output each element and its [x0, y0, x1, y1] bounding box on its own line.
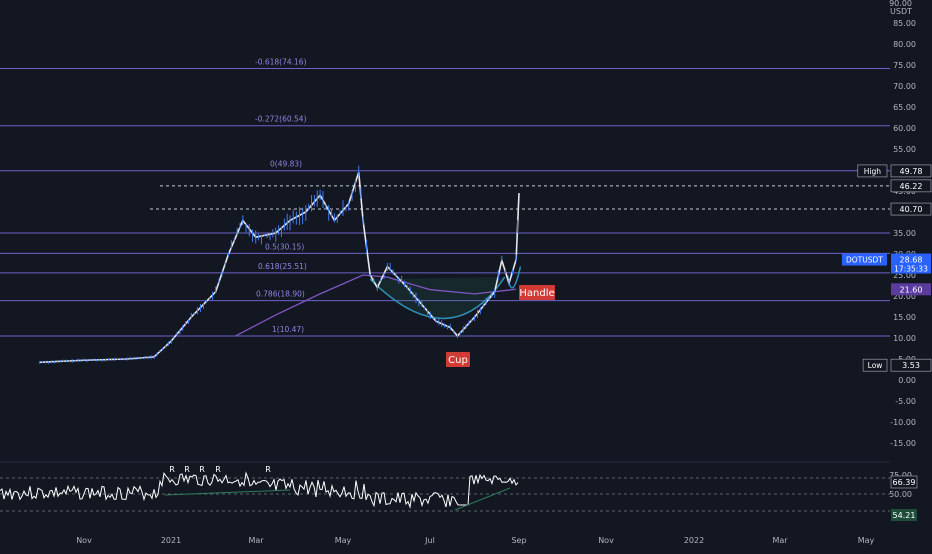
osc-value-tag-2: 54.21	[893, 511, 916, 520]
price-tick: 60.00	[893, 124, 916, 133]
divergence-mark: R	[184, 465, 190, 474]
rsi-line	[0, 471, 519, 509]
fib-level-label: 0(49.83)	[270, 160, 302, 169]
price-tag-box	[890, 358, 932, 372]
cup-pattern-curve[interactable]	[369, 276, 506, 320]
price-tag-box	[890, 164, 932, 178]
rsi-divergence-line	[454, 487, 511, 511]
divergence-mark: R	[215, 465, 221, 474]
time-axis-label: Mar	[248, 536, 264, 545]
price-tick: 65.00	[893, 103, 916, 112]
time-axis-label: May	[858, 536, 875, 545]
price-tag-value: 28.68	[900, 256, 923, 265]
time-axis-label: Jul	[424, 536, 435, 545]
price-tick: 20.00	[893, 292, 916, 301]
osc-value-tag: 66.39	[893, 478, 916, 487]
price-tick: 0.00	[898, 376, 916, 385]
price-tag-box	[891, 283, 931, 296]
divergence-mark: R	[199, 465, 205, 474]
price-tick: 80.00	[893, 40, 916, 49]
price-tag-value: 40.70	[900, 205, 923, 214]
osc-tick-50: 50.00	[889, 490, 912, 499]
price-tag-label-box	[857, 164, 888, 178]
price-tick: 25.00	[893, 271, 916, 280]
moving-average-line	[235, 274, 517, 337]
price-tag-countdown: 17:35:33	[894, 265, 928, 274]
price-tag-box	[891, 253, 931, 274]
price-tag-label: DOTUSDT	[846, 256, 883, 265]
price-tick: -15.00	[890, 439, 916, 448]
fib-level-label: -0.618(74.16)	[255, 58, 307, 67]
fib-level-label: 0.618(25.51)	[258, 262, 307, 271]
price-tick: 35.00	[893, 229, 916, 238]
price-tick: -5.00	[895, 397, 916, 406]
time-axis-label: May	[335, 536, 352, 545]
fib-level-label: 0.5(30.15)	[265, 242, 304, 251]
price-series	[39, 165, 520, 364]
time-axis-label: Nov	[76, 536, 92, 545]
cup-label-text: Cup	[448, 355, 468, 366]
time-axis-label: Mar	[772, 536, 788, 545]
price-tag-value: 49.78	[900, 167, 923, 176]
time-axis-label: Nov	[598, 536, 614, 545]
price-tag-label-box	[841, 253, 887, 266]
fibonacci-retracement[interactable]	[0, 68, 890, 337]
horizontal-price-lines[interactable]	[0, 185, 890, 234]
rsi-divergence-line	[164, 489, 291, 496]
price-axis-top-label: 90.00	[889, 0, 912, 8]
price-axis-unit: USDT	[890, 7, 912, 16]
price-tick: 55.00	[893, 145, 916, 154]
price-tag-value: 46.22	[900, 182, 923, 191]
fib-level-label: 0.786(18.90)	[256, 290, 305, 299]
price-tag-box	[890, 179, 932, 193]
osc-tick-75: 75.00	[889, 471, 912, 480]
price-tick: 75.00	[893, 61, 916, 70]
price-tag-value: 21.60	[900, 285, 923, 294]
time-axis-label: 2022	[684, 536, 704, 545]
time-axis[interactable]: Nov 2021 Mar May Jul Sep Nov 2022 Mar May	[76, 536, 874, 545]
time-axis-label: Sep	[511, 536, 526, 545]
price-tick: -10.00	[890, 418, 916, 427]
handle-label[interactable]: Handle	[519, 285, 555, 300]
price-axis[interactable]: 90.00 USDT 85.00 80.00 75.00 70.00 65.00 60.0…	[841, 0, 932, 448]
price-tick: 15.00	[893, 313, 916, 322]
price-tag-value: 3.53	[902, 361, 920, 370]
price-tick: 85.00	[893, 19, 916, 28]
price-tag-label-box	[862, 358, 888, 372]
fib-level-label: -0.272(60.54)	[255, 115, 307, 124]
price-tag-label: Low	[868, 361, 883, 370]
cup-label[interactable]: Cup	[446, 352, 470, 367]
price-tick: 10.00	[893, 334, 916, 343]
divergence-mark: R	[169, 465, 175, 474]
oscillator-axis[interactable]: 75.00 50.00 66.39 54.21	[889, 471, 918, 521]
price-tag-box	[890, 202, 932, 216]
handle-label-text: Handle	[519, 288, 554, 299]
time-axis-label: 2021	[161, 536, 181, 545]
fib-level-label: 1(10.47)	[272, 325, 304, 334]
price-tick: 70.00	[893, 82, 916, 91]
divergence-mark: R	[265, 465, 271, 474]
fibonacci-labels: -0.618(74.16) -0.272(60.54) 0(49.83) 0.5(30…	[255, 58, 307, 334]
price-tag-label: High	[864, 167, 881, 176]
